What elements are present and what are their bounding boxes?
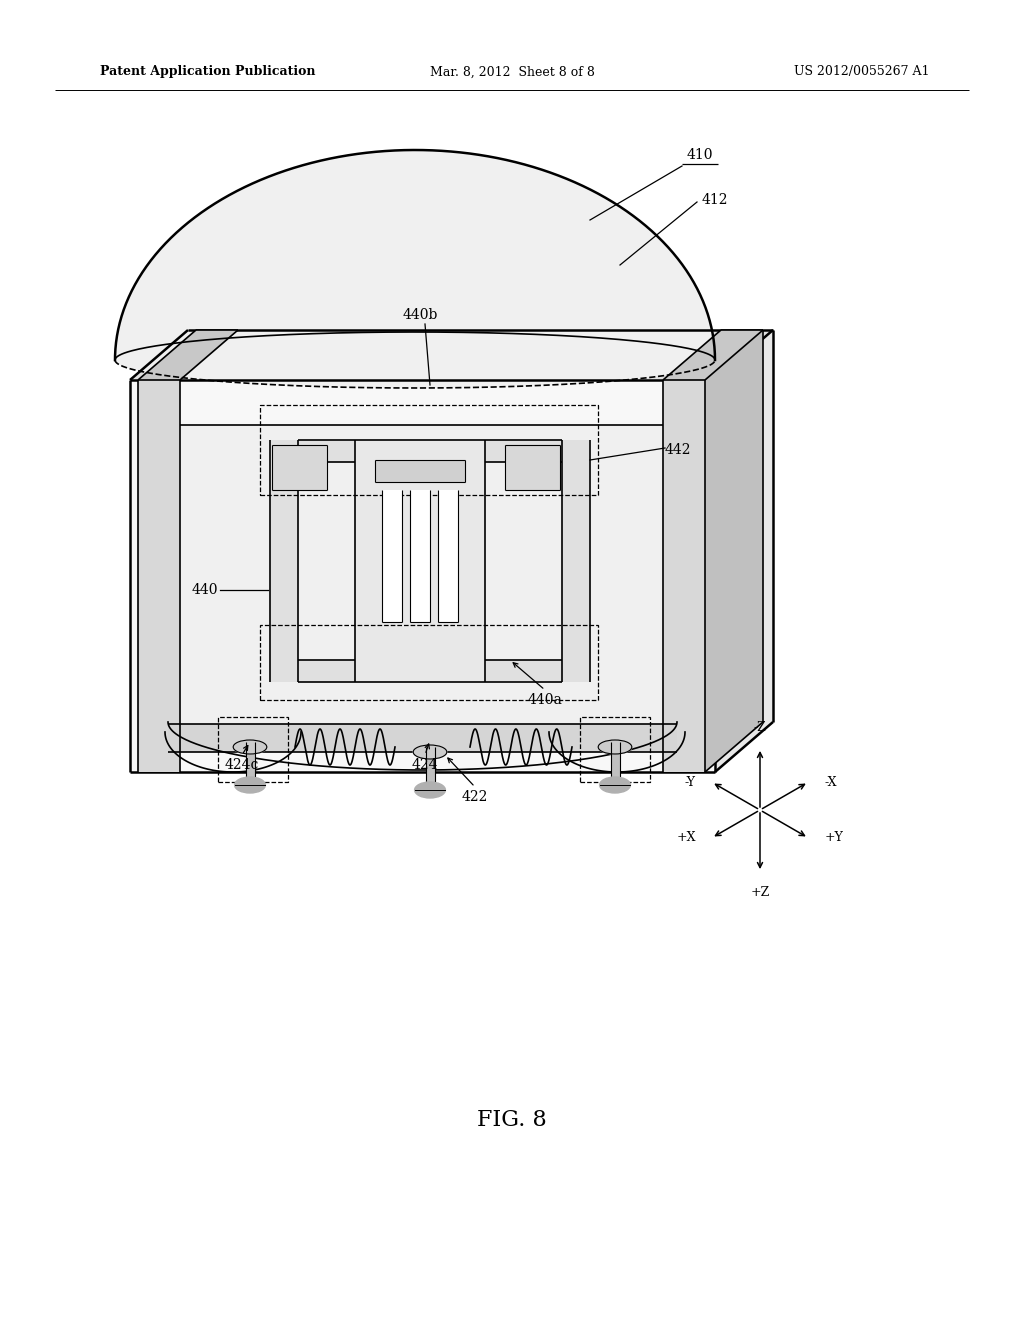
Text: 442: 442 — [665, 444, 691, 457]
Polygon shape — [168, 425, 677, 742]
Text: Mar. 8, 2012  Sheet 8 of 8: Mar. 8, 2012 Sheet 8 of 8 — [429, 66, 595, 78]
Text: +Z: +Z — [751, 886, 770, 899]
Polygon shape — [663, 330, 763, 380]
Polygon shape — [115, 150, 715, 388]
Polygon shape — [138, 330, 238, 380]
Ellipse shape — [600, 777, 631, 793]
Bar — [218, 717, 288, 781]
Polygon shape — [705, 330, 763, 772]
Text: 410: 410 — [687, 148, 714, 162]
Text: 412: 412 — [701, 193, 728, 207]
Text: 424c: 424c — [225, 758, 259, 772]
Polygon shape — [130, 380, 715, 772]
Polygon shape — [562, 440, 590, 682]
Bar — [580, 717, 650, 781]
Polygon shape — [168, 723, 677, 752]
Polygon shape — [485, 660, 562, 682]
Polygon shape — [438, 490, 458, 622]
Ellipse shape — [415, 781, 445, 799]
Ellipse shape — [234, 777, 265, 793]
Polygon shape — [246, 742, 255, 789]
Polygon shape — [375, 459, 465, 482]
Ellipse shape — [414, 744, 446, 759]
Text: -Y: -Y — [685, 776, 695, 788]
Text: 440b: 440b — [402, 308, 437, 322]
Text: 424: 424 — [412, 758, 438, 772]
Text: 440: 440 — [191, 583, 218, 597]
Polygon shape — [355, 440, 485, 682]
Polygon shape — [272, 445, 327, 490]
Polygon shape — [663, 380, 705, 772]
Polygon shape — [138, 380, 180, 772]
Text: 422: 422 — [462, 789, 488, 804]
Ellipse shape — [233, 741, 267, 754]
Text: 440a: 440a — [527, 693, 562, 708]
Polygon shape — [410, 490, 430, 622]
Polygon shape — [130, 330, 773, 380]
Text: FIG. 8: FIG. 8 — [477, 1109, 547, 1131]
Polygon shape — [298, 440, 355, 462]
Polygon shape — [426, 747, 434, 795]
Text: -Z: -Z — [754, 721, 766, 734]
Text: Patent Application Publication: Patent Application Publication — [100, 66, 315, 78]
Polygon shape — [270, 440, 298, 682]
Polygon shape — [382, 490, 402, 622]
Polygon shape — [610, 742, 620, 789]
Polygon shape — [298, 660, 355, 682]
Polygon shape — [485, 440, 562, 462]
Polygon shape — [715, 330, 773, 772]
Polygon shape — [505, 445, 560, 490]
Bar — [260, 624, 598, 700]
Text: +X: +X — [676, 832, 695, 845]
Text: +Y: +Y — [824, 832, 843, 845]
Text: US 2012/0055267 A1: US 2012/0055267 A1 — [794, 66, 929, 78]
Bar — [260, 405, 598, 495]
Text: -X: -X — [824, 776, 837, 788]
Ellipse shape — [598, 741, 632, 754]
